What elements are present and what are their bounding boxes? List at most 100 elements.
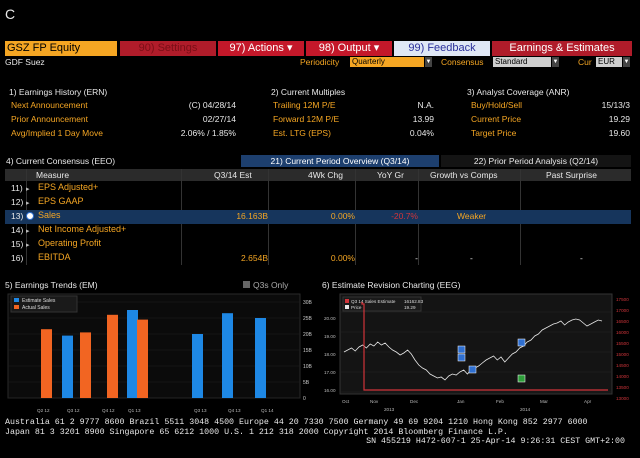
actual-sales-bar [80, 332, 91, 398]
tab-current-period[interactable]: 21) Current Period Overview (Q3/14) [241, 155, 439, 167]
legend-estimate-label: Q3 14 Sales Estimate [351, 299, 396, 304]
legend-actual-swatch [14, 305, 19, 309]
4wk-chg-value: 0.00% [330, 211, 355, 221]
settings-button[interactable]: 90) Settings [120, 41, 216, 56]
estimate-revision-title[interactable]: 6) Estimate Revision Charting (EEG) [322, 280, 461, 290]
estimate-value: 2.654B [241, 253, 268, 263]
x-tick-label: Mar [540, 399, 548, 404]
header-4wk-chg: 4Wk Chg [308, 170, 343, 180]
actual-sales-bar [107, 314, 118, 398]
target-price-value: 19.60 [608, 128, 630, 138]
q3s-only-checkbox[interactable] [243, 281, 250, 288]
analyst-coverage-title[interactable]: 3) Analyst Coverage (ANR) [467, 87, 570, 97]
forward-pe-value: 13.99 [412, 114, 434, 124]
x-tick-label: Dec [410, 399, 419, 404]
y-tick-label: 15B [303, 348, 313, 354]
header-measure: Measure [36, 170, 70, 180]
tree-arrow-icon[interactable]: ▸ [26, 242, 30, 249]
legend-price-value: 19.29 [404, 305, 416, 310]
estimate-sales-bar [255, 318, 266, 398]
y-tick-label: 17000 [616, 308, 629, 313]
estimate-value: 16.163B [236, 211, 268, 221]
consensus-title[interactable]: 4) Current Consensus (EEO) [6, 156, 116, 166]
yoy-gr-value: -20.7% [391, 211, 418, 221]
y-tick-label: 15500 [616, 341, 629, 346]
x-tick-label: Oct [342, 399, 350, 404]
actual-sales-bar [41, 329, 52, 398]
currency-label: Cur [578, 57, 592, 67]
earnings-trends-title[interactable]: 5) Earnings Trends (EM) [5, 280, 98, 290]
chart-legend [342, 296, 422, 312]
radio-selected-icon[interactable] [26, 212, 34, 220]
table-row[interactable]: 14) Net Income Adjusted+ [5, 224, 631, 238]
table-row-selected[interactable]: 13) Sales 16.163B 0.00% -20.7% Weaker [5, 210, 631, 224]
current-price-label: Current Price [471, 114, 522, 124]
next-announcement-value: (C) 04/28/14 [188, 100, 236, 110]
feedback-button[interactable]: 99) Feedback [394, 41, 490, 56]
actual-sales-bar [137, 319, 148, 398]
x-year-label: 2013 [384, 407, 395, 412]
tree-arrow-icon[interactable]: ▸ [26, 228, 30, 235]
table-row[interactable]: 15) Operating Profit [5, 238, 631, 252]
consensus-select[interactable]: Standard [493, 57, 551, 67]
actions-menu-button[interactable]: 97) Actions ▾ [218, 41, 304, 56]
consensus-label: Consensus [441, 57, 484, 67]
x-tick-label: Q4 13 [228, 408, 241, 413]
y-tick-label: 19.00 [324, 334, 336, 339]
buy-hold-sell-label: Buy/Hold/Sell [471, 100, 523, 110]
growth-vs-comps-value: - [470, 253, 473, 263]
y-tick-label: 5B [303, 380, 310, 386]
x-year-label: 2014 [520, 407, 531, 412]
legend-estimate-swatch [345, 299, 349, 303]
header-past-surprise: Past Surprise [546, 170, 598, 180]
legend-estimate-value: 16162.83 [404, 299, 424, 304]
function-title: Earnings & Estimates [492, 41, 632, 56]
buy-hold-sell-value: 15/13/3 [601, 100, 630, 110]
command-line[interactable]: C [5, 6, 16, 22]
revision-marker-icon [457, 345, 466, 354]
row-number: 12) [11, 197, 24, 207]
footer-line: Japan 81 3 3201 8900 Singapore 65 6212 1… [5, 427, 508, 437]
ltg-eps-label: Est. LTG (EPS) [273, 128, 331, 138]
current-multiples-title: 2) Current Multiples [271, 87, 346, 97]
x-tick-label: Q2 12 [37, 408, 50, 413]
measure-name: Sales [38, 210, 61, 220]
revision-marker-icon [457, 353, 466, 362]
table-row[interactable]: 12) EPS GAAP [5, 196, 631, 210]
avg-move-value: 2.06% / 1.85% [180, 128, 236, 138]
earnings-trends-chart: Estimate Sales Actual Sales Q2 12 Q3 12 Q4… [5, 290, 317, 416]
periodicity-select[interactable]: Quarterly [350, 57, 424, 67]
periodicity-label: Periodicity [300, 57, 340, 67]
tree-arrow-icon[interactable]: ▸ [26, 200, 30, 207]
tab-prior-period[interactable]: 22) Prior Period Analysis (Q2/14) [441, 155, 631, 167]
prior-announcement-value: 02/27/14 [202, 114, 236, 124]
currency-select[interactable]: EUR [596, 57, 622, 67]
ticker-field[interactable]: GSZ FP Equity [5, 41, 117, 56]
table-row[interactable]: 16) EBITDA 2.654B 0.00% - - - [5, 252, 631, 266]
row-number: 16) [11, 253, 24, 263]
table-row[interactable]: 11) EPS Adjusted+ [5, 182, 631, 196]
company-name: GDF Suez [5, 57, 45, 67]
earnings-history-title[interactable]: 1) Earnings History (ERN) [9, 87, 108, 97]
chevron-down-icon[interactable]: ▼ [425, 57, 432, 67]
tree-arrow-icon[interactable]: ▸ [26, 186, 30, 193]
footer: Australia 61 2 9777 8600 Brazil 5511 304… [5, 418, 635, 447]
y-tick-label: 18.00 [324, 352, 336, 357]
header-estimate: Q3/14 Est [214, 170, 252, 180]
chevron-down-icon[interactable]: ▼ [623, 57, 630, 67]
x-tick-label: Q3 13 [194, 408, 207, 413]
past-surprise-value: - [580, 253, 583, 263]
measure-name: EPS Adjusted+ [38, 182, 99, 192]
forward-pe-label: Forward 12M P/E [273, 114, 340, 124]
output-menu-button[interactable]: 98) Output ▾ [306, 41, 392, 56]
y-tick-label: 16.00 [324, 388, 336, 393]
x-tick-label: Q3 12 [67, 408, 80, 413]
chevron-down-icon[interactable]: ▼ [552, 57, 559, 67]
revision-marker-icon [517, 374, 526, 383]
target-price-label: Target Price [471, 128, 517, 138]
footer-line: Australia 61 2 9777 8600 Brazil 5511 304… [5, 418, 588, 427]
legend-price-swatch [345, 305, 349, 309]
row-number: 15) [11, 239, 24, 249]
row-number: 13) [11, 211, 24, 221]
yoy-gr-value: - [415, 253, 418, 263]
